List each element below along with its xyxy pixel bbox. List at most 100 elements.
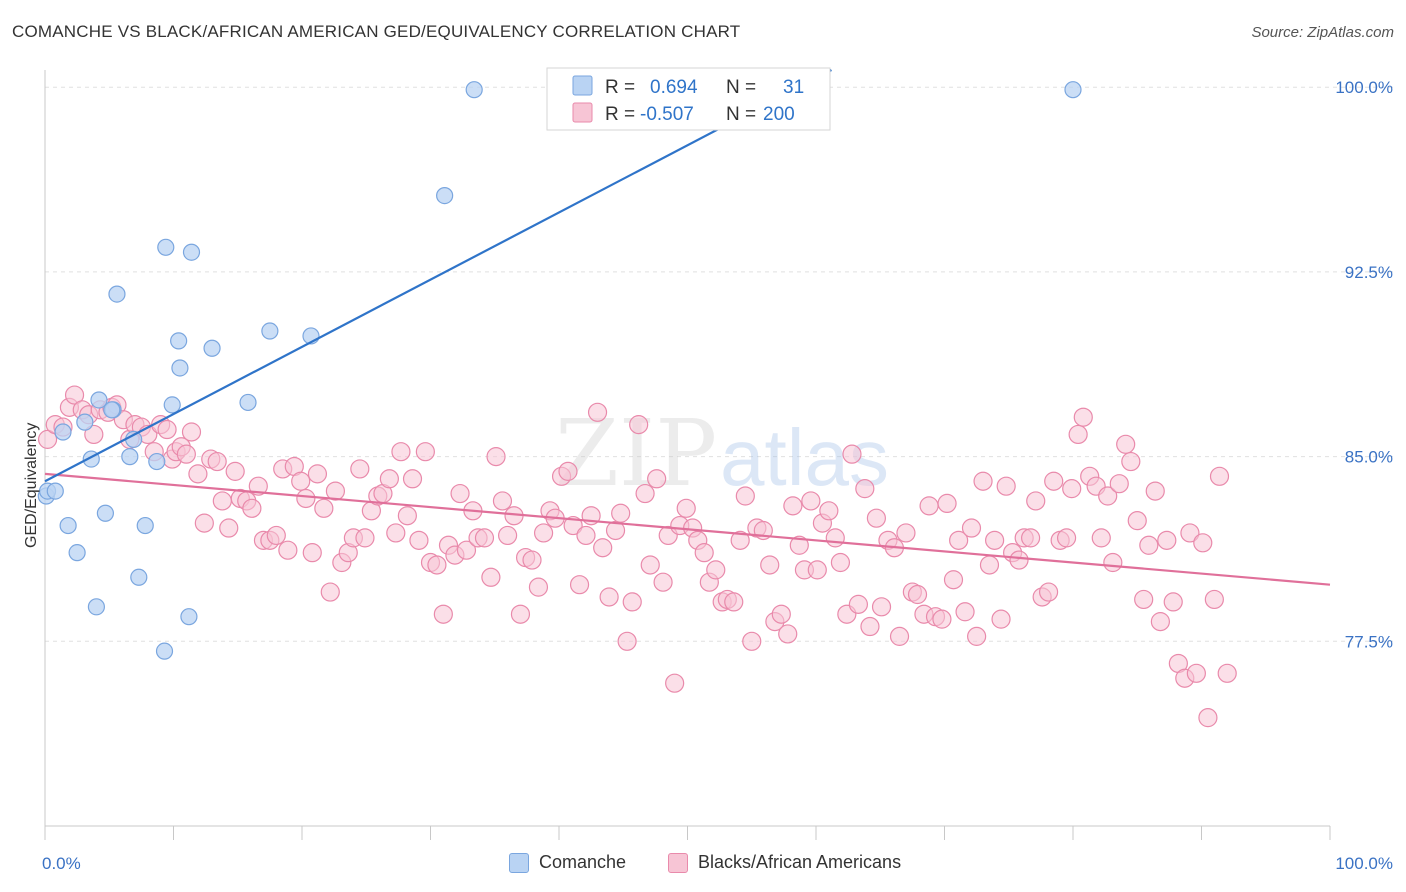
data-point-blacks <box>973 471 993 491</box>
data-point-blacks <box>694 543 714 563</box>
data-point-blacks <box>291 471 311 491</box>
data-point-comanche <box>157 238 175 256</box>
data-point-comanche <box>436 186 454 205</box>
bottom-legend-label-blacks: Blacks/African Americans <box>698 852 902 872</box>
data-point-blacks <box>302 543 322 563</box>
data-point-blacks <box>735 486 755 506</box>
data-point-blacks <box>778 624 798 644</box>
legend-r-label-2: R = <box>605 104 635 125</box>
data-point-blacks <box>1121 451 1141 472</box>
data-point-blacks <box>207 451 227 472</box>
data-point-blacks <box>492 491 513 511</box>
data-point-comanche <box>155 642 174 660</box>
data-point-blacks <box>402 469 423 489</box>
data-point-blacks <box>617 631 637 651</box>
data-point-blacks <box>848 594 869 614</box>
data-point-blacks <box>860 616 880 637</box>
data-point-blacks <box>1193 533 1213 553</box>
data-point-blacks <box>587 402 608 422</box>
data-point-blacks <box>789 535 809 555</box>
y-tick-label: 77.5% <box>1345 632 1393 651</box>
data-point-comanche <box>1064 81 1082 99</box>
data-point-comanche <box>180 608 198 626</box>
data-point-blacks <box>825 528 845 548</box>
data-point-blacks <box>563 515 583 536</box>
data-point-blacks <box>771 604 791 624</box>
legend-n-value-2: 200 <box>763 104 795 125</box>
data-point-comanche <box>203 339 221 357</box>
data-point-blacks <box>855 479 875 499</box>
data-point-blacks <box>907 584 928 605</box>
data-point-comanche <box>182 243 201 261</box>
data-point-comanche <box>76 413 94 431</box>
data-point-blacks <box>1139 535 1159 555</box>
data-point-blacks <box>409 530 429 550</box>
data-point-blacks <box>676 498 696 518</box>
data-point-blacks <box>266 525 286 546</box>
data-point-blacks <box>919 496 939 516</box>
data-point-blacks <box>391 442 411 462</box>
data-point-blacks <box>730 530 750 550</box>
bottom-legend-swatch-blacks <box>668 852 688 873</box>
data-point-blacks <box>629 415 649 435</box>
data-point-blacks <box>742 631 762 651</box>
data-point-comanche <box>171 359 189 377</box>
data-point-comanche <box>239 393 257 412</box>
data-point-blacks <box>943 570 964 590</box>
data-point-blacks <box>314 498 334 518</box>
data-point-blacks <box>181 422 202 442</box>
data-point-blacks <box>450 483 470 504</box>
data-point-blacks <box>842 444 862 464</box>
data-point-blacks <box>996 476 1016 496</box>
data-point-blacks <box>1186 663 1206 683</box>
data-point-comanche <box>46 482 64 500</box>
data-point-blacks <box>640 555 660 575</box>
data-point-blacks <box>433 604 453 624</box>
trend-line-comanche <box>44 69 832 483</box>
y-axis-label: GED/Equivalency <box>23 423 40 548</box>
data-point-blacks <box>522 550 542 570</box>
data-point-blacks <box>64 385 85 405</box>
data-point-blacks <box>194 513 214 533</box>
data-point-blacks <box>665 673 685 693</box>
data-point-blacks <box>1127 511 1147 531</box>
data-point-blacks <box>242 498 262 518</box>
data-point-blacks <box>871 597 892 617</box>
data-point-comanche <box>90 391 108 409</box>
data-point-blacks <box>188 464 208 484</box>
data-point-comanche <box>261 322 279 340</box>
data-point-blacks <box>760 555 780 575</box>
data-point-blacks <box>985 530 1005 550</box>
data-point-blacks <box>37 429 58 449</box>
source-credit: Source: ZipAtlas.com <box>1251 24 1394 41</box>
data-point-blacks <box>397 506 417 526</box>
data-point-blacks <box>819 501 839 521</box>
data-point-blacks <box>1098 486 1118 506</box>
legend-swatch-blacks <box>572 102 593 123</box>
data-point-blacks <box>611 503 631 523</box>
data-point-blacks <box>1150 612 1170 632</box>
data-point-blacks <box>706 560 726 580</box>
data-point-blacks <box>474 528 495 548</box>
data-point-blacks <box>84 424 104 445</box>
data-point-comanche <box>54 423 72 441</box>
data-point-blacks <box>955 602 975 622</box>
series-blacks-points <box>37 385 1237 728</box>
data-point-blacks <box>801 491 821 511</box>
data-point-comanche <box>87 598 106 616</box>
data-point-blacks <box>379 469 399 489</box>
legend-r-value-1: 0.694 <box>650 77 698 98</box>
data-point-blacks <box>830 552 851 573</box>
data-point-blacks <box>528 577 549 597</box>
data-point-blacks <box>486 447 506 467</box>
data-point-blacks <box>225 461 245 481</box>
data-point-blacks <box>932 609 952 629</box>
data-point-blacks <box>1109 474 1129 494</box>
data-point-blacks <box>1091 528 1111 548</box>
data-point-blacks <box>1062 479 1082 499</box>
bottom-legend-blacks: Blacks/African Americans <box>668 852 901 873</box>
data-point-blacks <box>558 461 578 481</box>
data-point-blacks <box>1103 552 1123 573</box>
data-point-blacks <box>647 469 667 489</box>
data-point-blacks <box>1217 663 1237 683</box>
